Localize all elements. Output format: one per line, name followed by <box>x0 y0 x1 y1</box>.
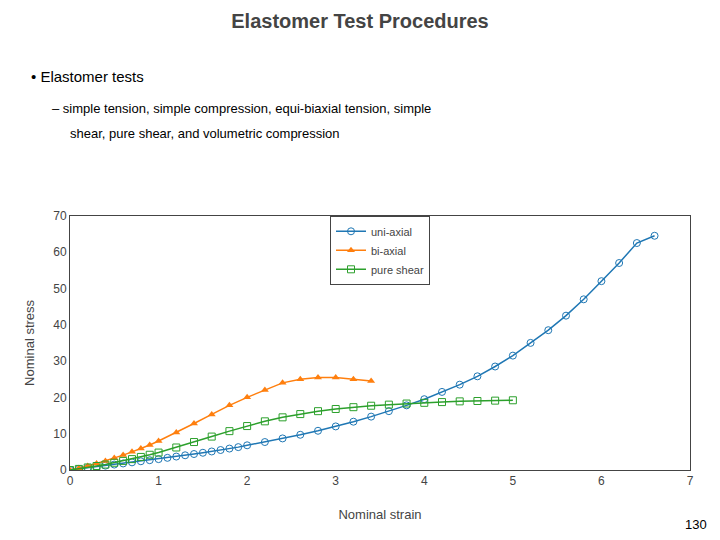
svg-text:Elastomer Test Procedures: Elastomer Test Procedures <box>231 10 489 32</box>
svg-text:– simple tension, simple compr: – simple tension, simple compression, eq… <box>52 101 431 116</box>
svg-text:40: 40 <box>53 318 67 332</box>
svg-text:50: 50 <box>53 282 67 296</box>
svg-text:30: 30 <box>53 354 67 368</box>
svg-text:5: 5 <box>510 474 517 488</box>
svg-text:20: 20 <box>53 391 67 405</box>
svg-text:60: 60 <box>53 245 67 259</box>
svg-text:70: 70 <box>53 209 67 223</box>
svg-text:2: 2 <box>244 474 251 488</box>
svg-text:130: 130 <box>685 517 707 532</box>
svg-text:10: 10 <box>53 427 67 441</box>
svg-text:bi-axial: bi-axial <box>371 245 406 257</box>
svg-text:uni-axial: uni-axial <box>371 226 412 238</box>
svg-text:Nominal strain: Nominal strain <box>338 507 421 522</box>
svg-text:3: 3 <box>332 474 339 488</box>
svg-text:pure shear: pure shear <box>371 264 424 276</box>
svg-text:shear, pure shear, and volumet: shear, pure shear, and volumetric compre… <box>70 126 340 141</box>
svg-text:0: 0 <box>67 474 74 488</box>
svg-text:Nominal stress: Nominal stress <box>22 299 37 385</box>
svg-text:7: 7 <box>687 474 694 488</box>
svg-text:0: 0 <box>60 463 67 477</box>
svg-text:6: 6 <box>598 474 605 488</box>
svg-text:4: 4 <box>421 474 428 488</box>
svg-text:• Elastomer tests: • Elastomer tests <box>31 68 144 85</box>
svg-text:1: 1 <box>155 474 162 488</box>
